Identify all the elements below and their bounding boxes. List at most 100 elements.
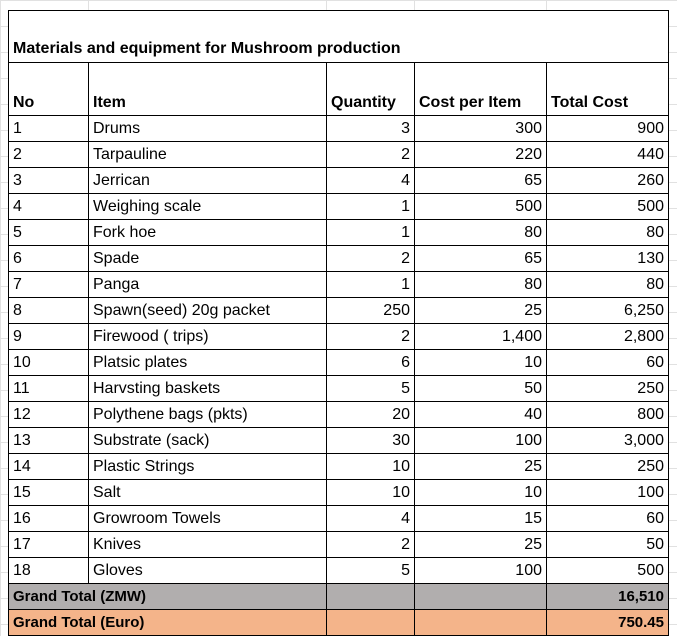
cell-cost-per-item[interactable]: 220 bbox=[414, 141, 547, 168]
cell-quantity[interactable]: 1 bbox=[326, 219, 415, 246]
cell-cost-per-item[interactable]: 65 bbox=[414, 167, 547, 194]
cell-item[interactable]: Platsic plates bbox=[88, 349, 327, 376]
header-quantity[interactable]: Quantity bbox=[326, 62, 415, 116]
cell-total-cost[interactable]: 250 bbox=[546, 453, 669, 480]
cell-item[interactable]: Knives bbox=[88, 531, 327, 558]
header-cost-per-item[interactable]: Cost per Item bbox=[414, 62, 547, 116]
cell-cost-per-item[interactable]: 25 bbox=[414, 453, 547, 480]
cell-item[interactable]: Plastic Strings bbox=[88, 453, 327, 480]
cell-quantity[interactable]: 30 bbox=[326, 427, 415, 454]
cell-cost-per-item[interactable]: 300 bbox=[414, 115, 547, 142]
cell-quantity[interactable]: 5 bbox=[326, 557, 415, 584]
cell-cost-per-item[interactable]: 80 bbox=[414, 271, 547, 298]
cell-cost-per-item[interactable]: 25 bbox=[414, 531, 547, 558]
cell-quantity[interactable]: 2 bbox=[326, 323, 415, 350]
cell-quantity[interactable]: 5 bbox=[326, 375, 415, 402]
cell-cost-per-item[interactable]: 25 bbox=[414, 297, 547, 324]
cell-quantity[interactable]: 4 bbox=[326, 505, 415, 532]
cell-no[interactable]: 17 bbox=[8, 531, 89, 558]
cell-no[interactable]: 4 bbox=[8, 193, 89, 220]
cell-no[interactable]: 9 bbox=[8, 323, 89, 350]
cell-item[interactable]: Spade bbox=[88, 245, 327, 272]
empty-cell[interactable] bbox=[326, 609, 415, 636]
cell-quantity[interactable]: 6 bbox=[326, 349, 415, 376]
cell-no[interactable]: 1 bbox=[8, 115, 89, 142]
grand-total-zmw-label[interactable]: Grand Total (ZMW) bbox=[8, 583, 327, 610]
cell-quantity[interactable]: 2 bbox=[326, 531, 415, 558]
cell-item[interactable]: Panga bbox=[88, 271, 327, 298]
cell-cost-per-item[interactable]: 50 bbox=[414, 375, 547, 402]
empty-cell[interactable] bbox=[414, 609, 547, 636]
cell-item[interactable]: Growroom Towels bbox=[88, 505, 327, 532]
cell-item[interactable]: Jerrican bbox=[88, 167, 327, 194]
cell-no[interactable]: 13 bbox=[8, 427, 89, 454]
cell-total-cost[interactable]: 500 bbox=[546, 557, 669, 584]
cell-item[interactable]: Substrate (sack) bbox=[88, 427, 327, 454]
cell-no[interactable]: 10 bbox=[8, 349, 89, 376]
cell-cost-per-item[interactable]: 10 bbox=[414, 479, 547, 506]
header-item[interactable]: Item bbox=[88, 62, 327, 116]
cell-no[interactable]: 8 bbox=[8, 297, 89, 324]
cell-item[interactable]: Fork hoe bbox=[88, 219, 327, 246]
cell-cost-per-item[interactable]: 100 bbox=[414, 557, 547, 584]
cell-quantity[interactable]: 4 bbox=[326, 167, 415, 194]
cell-item[interactable]: Harvsting baskets bbox=[88, 375, 327, 402]
grand-total-euro-value[interactable]: 750.45 bbox=[546, 609, 669, 636]
cell-cost-per-item[interactable]: 65 bbox=[414, 245, 547, 272]
cell-quantity[interactable]: 20 bbox=[326, 401, 415, 428]
empty-cell[interactable] bbox=[326, 583, 415, 610]
empty-cell[interactable] bbox=[414, 583, 547, 610]
cell-total-cost[interactable]: 440 bbox=[546, 141, 669, 168]
cell-total-cost[interactable]: 100 bbox=[546, 479, 669, 506]
cell-total-cost[interactable]: 60 bbox=[546, 349, 669, 376]
cell-quantity[interactable]: 10 bbox=[326, 453, 415, 480]
cell-total-cost[interactable]: 260 bbox=[546, 167, 669, 194]
cell-cost-per-item[interactable]: 10 bbox=[414, 349, 547, 376]
cell-quantity[interactable]: 1 bbox=[326, 271, 415, 298]
table-title[interactable]: Materials and equipment for Mushroom pro… bbox=[8, 10, 669, 63]
cell-cost-per-item[interactable]: 500 bbox=[414, 193, 547, 220]
cell-cost-per-item[interactable]: 1,400 bbox=[414, 323, 547, 350]
cell-total-cost[interactable]: 900 bbox=[546, 115, 669, 142]
header-total-cost[interactable]: Total Cost bbox=[546, 62, 669, 116]
cell-no[interactable]: 11 bbox=[8, 375, 89, 402]
cell-no[interactable]: 15 bbox=[8, 479, 89, 506]
cell-item[interactable]: Salt bbox=[88, 479, 327, 506]
cell-cost-per-item[interactable]: 40 bbox=[414, 401, 547, 428]
cell-total-cost[interactable]: 80 bbox=[546, 219, 669, 246]
cell-total-cost[interactable]: 50 bbox=[546, 531, 669, 558]
cell-total-cost[interactable]: 130 bbox=[546, 245, 669, 272]
cell-quantity[interactable]: 2 bbox=[326, 245, 415, 272]
cell-quantity[interactable]: 2 bbox=[326, 141, 415, 168]
cell-cost-per-item[interactable]: 15 bbox=[414, 505, 547, 532]
cell-item[interactable]: Drums bbox=[88, 115, 327, 142]
cell-cost-per-item[interactable]: 80 bbox=[414, 219, 547, 246]
cell-total-cost[interactable]: 6,250 bbox=[546, 297, 669, 324]
cell-no[interactable]: 16 bbox=[8, 505, 89, 532]
cell-total-cost[interactable]: 800 bbox=[546, 401, 669, 428]
cell-total-cost[interactable]: 250 bbox=[546, 375, 669, 402]
cell-no[interactable]: 3 bbox=[8, 167, 89, 194]
header-no[interactable]: No bbox=[8, 62, 89, 116]
cell-item[interactable]: Weighing scale bbox=[88, 193, 327, 220]
cell-total-cost[interactable]: 500 bbox=[546, 193, 669, 220]
cell-no[interactable]: 14 bbox=[8, 453, 89, 480]
cell-quantity[interactable]: 3 bbox=[326, 115, 415, 142]
cell-item[interactable]: Spawn(seed) 20g packet bbox=[88, 297, 327, 324]
cell-item[interactable]: Firewood ( trips) bbox=[88, 323, 327, 350]
cell-no[interactable]: 2 bbox=[8, 141, 89, 168]
grand-total-euro-label[interactable]: Grand Total (Euro) bbox=[8, 609, 327, 636]
cell-no[interactable]: 7 bbox=[8, 271, 89, 298]
cell-total-cost[interactable]: 60 bbox=[546, 505, 669, 532]
cell-no[interactable]: 5 bbox=[8, 219, 89, 246]
cell-quantity[interactable]: 250 bbox=[326, 297, 415, 324]
cell-item[interactable]: Tarpauline bbox=[88, 141, 327, 168]
cell-cost-per-item[interactable]: 100 bbox=[414, 427, 547, 454]
cell-quantity[interactable]: 10 bbox=[326, 479, 415, 506]
cell-item[interactable]: Gloves bbox=[88, 557, 327, 584]
cell-total-cost[interactable]: 3,000 bbox=[546, 427, 669, 454]
cell-no[interactable]: 6 bbox=[8, 245, 89, 272]
cell-total-cost[interactable]: 2,800 bbox=[546, 323, 669, 350]
cell-no[interactable]: 18 bbox=[8, 557, 89, 584]
cell-quantity[interactable]: 1 bbox=[326, 193, 415, 220]
